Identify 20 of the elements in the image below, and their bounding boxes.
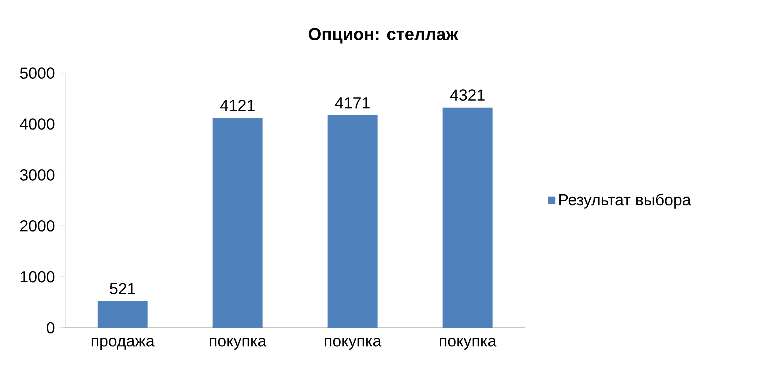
bar [212,118,263,328]
y-tick-label: 2000 [20,220,55,232]
x-tick-label: покупка [440,338,497,350]
y-tick-label: 4000 [20,118,55,130]
bar [328,116,378,328]
y-tick-label: 3000 [20,170,55,181]
y-tick-label: 0 [47,322,55,334]
x-tick-label: продажа [92,338,155,350]
x-tick-label: покупка [325,338,382,350]
y-tick-label: 1000 [20,271,55,283]
y-tick-label: 5000 [20,68,55,79]
bar [442,108,493,328]
x-tick-label: покупка [210,338,267,350]
data-label: 4121 [220,100,255,112]
data-label: 521 [110,283,136,295]
bar [98,301,148,328]
data-label: 4321 [450,90,485,101]
data-label: 4171 [335,98,370,109]
chart-title: Опцион: стеллаж [308,28,459,44]
legend-label: Результат выбора [560,194,692,209]
